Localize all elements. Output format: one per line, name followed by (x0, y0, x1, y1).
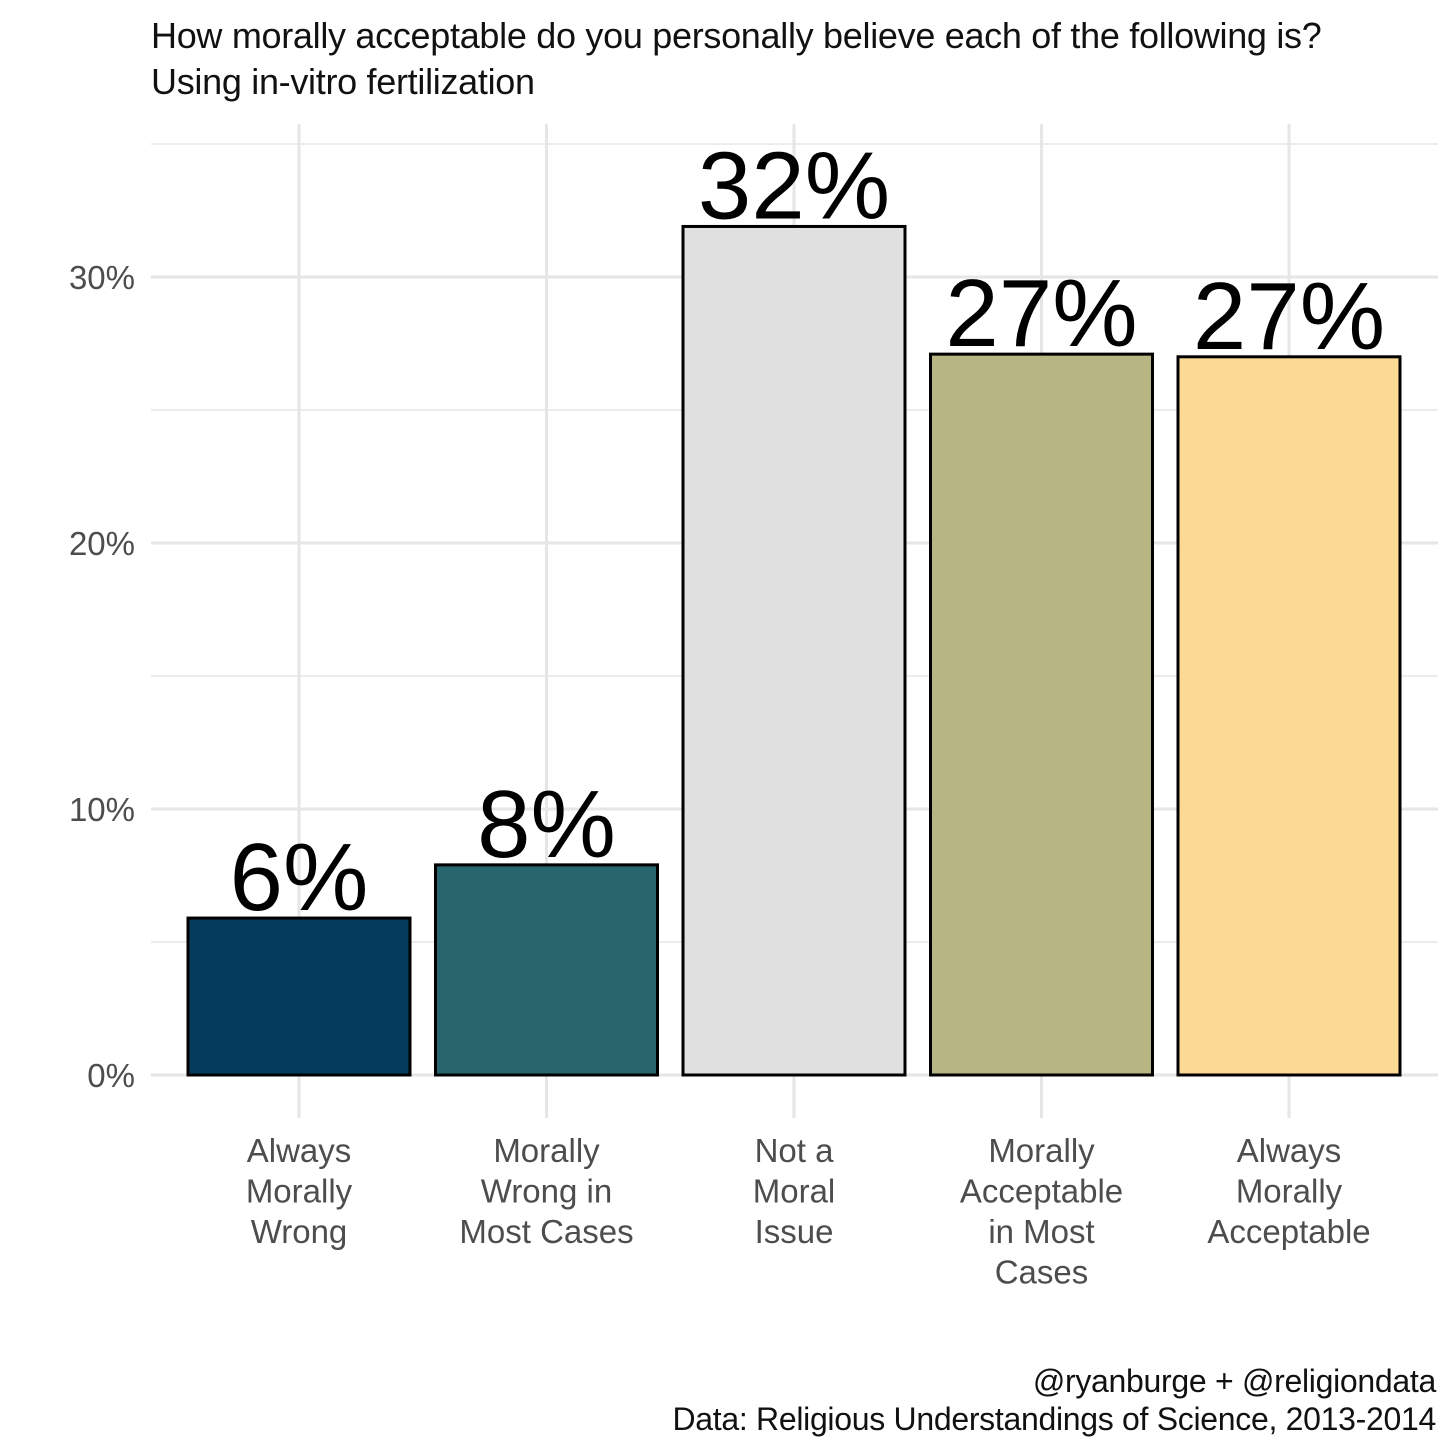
x-tick-label-line: Morally (246, 1173, 353, 1210)
x-tick-label: Morally Acceptable in Most Cases (960, 1132, 1123, 1291)
chart-title: How morally acceptable do you personally… (151, 15, 1322, 56)
x-tick-label-line: Morally (493, 1132, 600, 1169)
bar (681, 224, 907, 1077)
caption-source: Data: Religious Understandings of Scienc… (672, 1401, 1436, 1437)
y-tick-label: 10% (69, 791, 135, 828)
x-tick-label-line: Acceptable (1207, 1213, 1370, 1250)
y-tick-label: 0% (87, 1057, 135, 1094)
x-tick-label: Always Morally Wrong (246, 1132, 353, 1250)
x-tick-label: Morally Wrong in Most Cases (459, 1132, 633, 1250)
x-tick-label-line: Not a (755, 1132, 835, 1169)
bar-value-label: 8% (477, 771, 616, 878)
x-tick-label-line: Wrong in (481, 1173, 612, 1210)
x-tick-label-line: in Most (988, 1213, 1094, 1250)
caption: @ryanburge + @religiondata Data: Religio… (672, 1362, 1436, 1438)
bar (434, 863, 659, 1077)
bar-value-label: 6% (230, 824, 369, 931)
y-axis-tick-labels: 0% 10% 20% 30% (69, 259, 135, 1094)
x-tick-label-line: Always (247, 1132, 352, 1169)
caption-credit: @ryanburge + @religiondata (1032, 1363, 1436, 1399)
x-tick-label-line: Morally (988, 1132, 1095, 1169)
x-tick-label-line: Morally (1236, 1173, 1343, 1210)
x-tick-label: Not a Moral Issue (753, 1132, 836, 1250)
y-tick-label: 20% (69, 525, 135, 562)
x-tick-label: Always Morally Acceptable (1207, 1132, 1370, 1250)
x-tick-label-line: Always (1237, 1132, 1342, 1169)
bar-value-label: 27% (945, 260, 1137, 367)
x-tick-label-line: Issue (755, 1213, 834, 1250)
bar (186, 916, 412, 1077)
x-tick-label-line: Most Cases (459, 1213, 633, 1250)
bar (929, 352, 1154, 1077)
bar (1176, 355, 1402, 1077)
x-tick-label-line: Moral (753, 1173, 836, 1210)
bar-value-labels: 6% 8% 32% 27% 27% (230, 132, 1385, 931)
bar-value-label: 27% (1193, 263, 1385, 370)
chart-subtitle: Using in-vitro fertilization (151, 61, 535, 102)
y-tick-label: 30% (69, 259, 135, 296)
x-tick-label-line: Acceptable (960, 1173, 1123, 1210)
x-tick-label-line: Cases (995, 1254, 1089, 1291)
bar-value-label: 32% (698, 132, 890, 239)
x-tick-label-line: Wrong (251, 1213, 348, 1250)
bars (186, 224, 1402, 1077)
